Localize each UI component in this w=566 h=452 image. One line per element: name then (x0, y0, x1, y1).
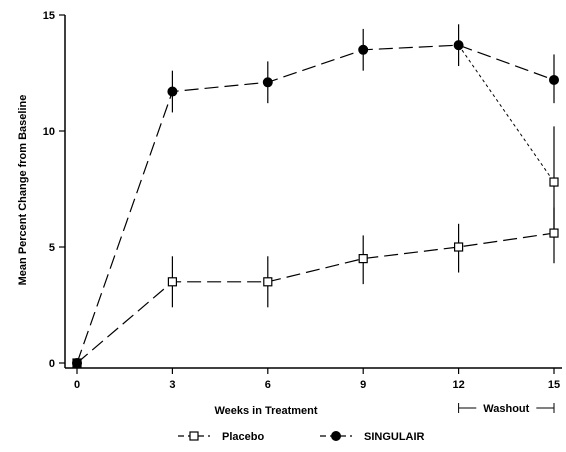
washout-label-bg (476, 400, 537, 414)
axes (64, 15, 562, 369)
x-tick-label: 15 (548, 379, 560, 391)
series-layer (72, 24, 559, 368)
legend-singulair-point (331, 431, 341, 441)
series-placebo-point (167, 277, 177, 287)
legend-label-singulair: SINGULAIR (364, 431, 425, 443)
series-placebo (76, 207, 555, 364)
washout-switch-point (549, 177, 559, 187)
y-tick-label: 0 (49, 358, 55, 370)
x-axis-ticks: 0 3 6 9 12 15 (74, 368, 560, 391)
x-tick-label: 9 (360, 379, 366, 391)
y-tick-label: 5 (49, 242, 55, 254)
markers-singulair (72, 40, 559, 368)
legend: Placebo SINGULAIR (178, 431, 425, 443)
x-tick-label: 3 (169, 379, 175, 391)
series-singulair-point (549, 74, 559, 85)
series-placebo-point (549, 228, 559, 238)
washout-bracket: Washout (458, 400, 555, 415)
series-singulair-point (262, 77, 273, 88)
y-axis-label: Mean Percent Change from Baseline (17, 95, 29, 286)
series-placebo-point (454, 242, 464, 252)
series-singulair-point (358, 44, 369, 55)
y-tick-label: 15 (43, 10, 55, 22)
series-washout-switch (458, 44, 559, 238)
x-axis-label: Weeks in Treatment (214, 405, 317, 417)
x-tick-label: 0 (74, 379, 80, 391)
series-singulair (76, 24, 555, 364)
series-singulair-point (72, 358, 82, 368)
series-line-placebo (76, 232, 555, 364)
series-placebo-point (358, 254, 368, 264)
legend-placebo-point (189, 431, 199, 441)
washout-switch-line (458, 44, 555, 183)
x-tick-label: 6 (265, 379, 271, 391)
y-tick-label: 10 (43, 126, 55, 138)
series-line-singulair (76, 44, 555, 364)
series-placebo-point (263, 277, 273, 287)
washout-label: Washout (483, 403, 529, 415)
legend-label-placebo: Placebo (222, 431, 264, 443)
y-axis-ticks: 0 5 10 15 (43, 10, 65, 370)
series-singulair-point (453, 40, 464, 51)
series-singulair-point (167, 86, 178, 97)
x-tick-label: 12 (452, 379, 464, 391)
markers-placebo (72, 228, 559, 368)
